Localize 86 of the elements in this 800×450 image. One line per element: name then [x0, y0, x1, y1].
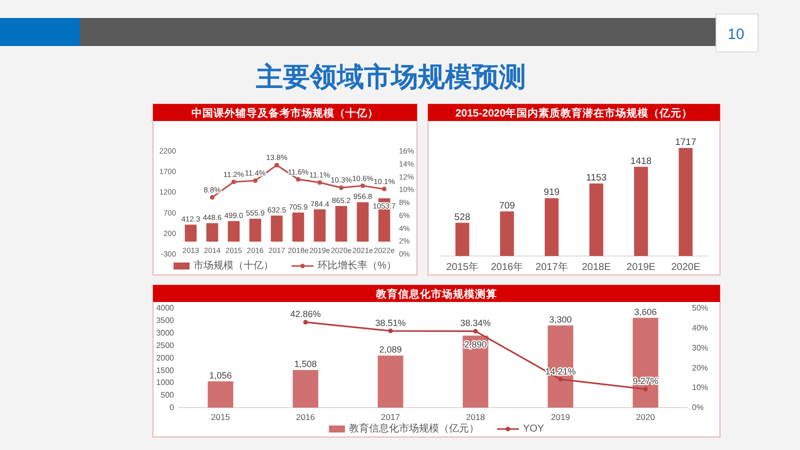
data-label: 1418	[630, 156, 652, 167]
bar	[292, 370, 318, 408]
point	[231, 180, 236, 184]
point	[360, 183, 366, 188]
y2-tick-label: 30%	[692, 343, 708, 352]
bar	[249, 218, 262, 242]
bar	[678, 148, 693, 256]
point	[473, 328, 478, 334]
data-label: 528	[454, 212, 470, 223]
y-tick-label: 2000	[156, 353, 175, 362]
y2-tick-label: 50%	[692, 304, 708, 312]
bar	[378, 356, 404, 408]
bar	[228, 221, 240, 242]
y2-tick-label: 40%	[692, 323, 708, 332]
bar	[548, 325, 574, 408]
data-label: 3,300	[549, 314, 572, 324]
bar	[292, 212, 304, 242]
data-label: 3,606	[634, 306, 657, 317]
data-label: 9.27%	[632, 376, 658, 386]
bar	[184, 224, 197, 242]
bar	[206, 223, 218, 242]
bar	[208, 381, 234, 408]
point	[382, 186, 387, 192]
x-tick-label: 2020	[636, 412, 656, 422]
data-label: 42.86%	[290, 309, 321, 320]
bar	[455, 222, 470, 256]
bar	[589, 183, 604, 256]
bar	[356, 202, 369, 242]
text: 10	[728, 26, 744, 43]
point	[558, 376, 563, 382]
bar	[632, 318, 658, 408]
data-label: 1,508	[294, 359, 317, 370]
chart-title: 教育信息化市场规模测算	[375, 288, 497, 301]
y-tick-label: 0	[170, 403, 175, 412]
legend-label: 环比增长率（%）	[318, 260, 396, 272]
point	[317, 180, 322, 185]
x-tick-label: 2019E	[626, 262, 656, 273]
legend-label: 教育信息化市场规模（亿元）	[348, 422, 479, 434]
point	[338, 185, 344, 190]
data-label: 38.34%	[460, 318, 491, 328]
bar	[270, 216, 283, 242]
y2-tick-label: 0%	[692, 403, 704, 412]
y-tick-label: 1000	[156, 378, 175, 388]
point	[388, 328, 393, 334]
x-tick-label: 2015年	[446, 261, 478, 273]
x-tick-label: 2015	[211, 412, 230, 422]
x-tick-label: 2016年	[490, 261, 524, 273]
y2-tick-label: 20%	[692, 363, 708, 372]
y-tick-label: 2500	[156, 340, 175, 350]
bar	[314, 209, 326, 242]
point	[296, 177, 301, 182]
y-tick-label: 3000	[156, 328, 175, 338]
text: 主要领域市场规模预测	[255, 62, 526, 92]
data-label: 2,890	[464, 340, 487, 350]
y-tick-label: 4000	[156, 304, 175, 312]
legend-label: 市场规模（十亿）	[194, 260, 274, 272]
x-tick-label: 2016	[296, 412, 316, 422]
point	[252, 178, 258, 183]
chart-title: 2015-2020年国内素质教育潜在市场规模（亿元）	[455, 106, 693, 120]
point	[303, 320, 308, 325]
point	[274, 162, 280, 168]
chart-title: 中国课外辅导及备考市场规模（十亿）	[192, 106, 378, 120]
data-label: 2,089	[379, 344, 402, 355]
bar	[634, 166, 648, 256]
x-tick-label: 2020E	[671, 262, 700, 273]
data-label: 709	[499, 200, 515, 212]
x-tick-label: 2019	[551, 412, 570, 422]
x-tick-label: 2018E	[582, 262, 612, 273]
x-tick-label: 2017	[381, 412, 400, 422]
data-label: 1717	[675, 137, 696, 148]
data-label: 1,056	[209, 370, 232, 380]
x-tick-label: 2017年	[536, 261, 568, 273]
bar	[500, 211, 514, 256]
x-tick-label: 2018	[466, 412, 486, 422]
data-label: 919	[544, 187, 560, 198]
y2-tick-label: 10%	[692, 383, 708, 392]
data-label: 38.51%	[375, 318, 406, 328]
legend-label: YOY	[522, 424, 544, 434]
point	[643, 386, 648, 392]
bar	[335, 206, 348, 242]
y-tick-label: 3500	[156, 316, 175, 325]
bar	[544, 198, 559, 256]
y-tick-label: 500	[160, 390, 175, 400]
point	[210, 195, 215, 200]
y-tick-label: 1500	[156, 366, 175, 375]
data-label: 1153	[586, 172, 607, 184]
